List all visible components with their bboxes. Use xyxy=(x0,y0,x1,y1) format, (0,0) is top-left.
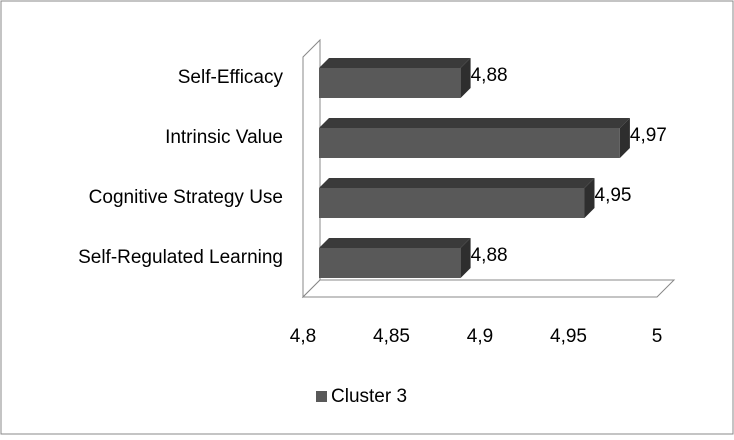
x-tick-label: 4,85 xyxy=(373,326,410,347)
bar-side xyxy=(584,178,595,218)
x-tick-label: 4,8 xyxy=(290,326,316,347)
bar xyxy=(319,238,471,278)
bar-front xyxy=(319,248,461,278)
bar-top xyxy=(319,118,630,128)
y-tick-label: Cognitive Strategy Use xyxy=(89,187,283,208)
bar-side xyxy=(619,118,630,158)
bar-top xyxy=(319,238,471,248)
bar-front xyxy=(319,188,585,218)
bar xyxy=(319,178,595,218)
legend-swatch xyxy=(316,391,327,402)
legend-label: Cluster 3 xyxy=(331,386,407,407)
y-tick-label: Self-Regulated Learning xyxy=(78,247,283,268)
x-tick-label: 5 xyxy=(652,326,663,347)
bar-front xyxy=(319,68,461,98)
y-tick-label: Self-Efficacy xyxy=(178,67,284,88)
data-label: 4,97 xyxy=(630,125,667,146)
bar-side xyxy=(460,58,471,98)
floor xyxy=(301,279,676,298)
data-label: 4,88 xyxy=(471,65,508,86)
bar-top xyxy=(319,178,595,188)
data-label: 4,95 xyxy=(595,185,632,206)
x-tick-label: 4,95 xyxy=(550,326,587,347)
bar xyxy=(319,118,630,158)
side-wall xyxy=(302,38,321,299)
bar-front xyxy=(319,128,620,158)
data-label: 4,88 xyxy=(471,245,508,266)
bar-side xyxy=(460,238,471,278)
bar xyxy=(319,58,471,98)
y-tick-label: Intrinsic Value xyxy=(165,127,283,148)
x-tick-label: 4,9 xyxy=(467,326,493,347)
bar-top xyxy=(319,58,471,68)
